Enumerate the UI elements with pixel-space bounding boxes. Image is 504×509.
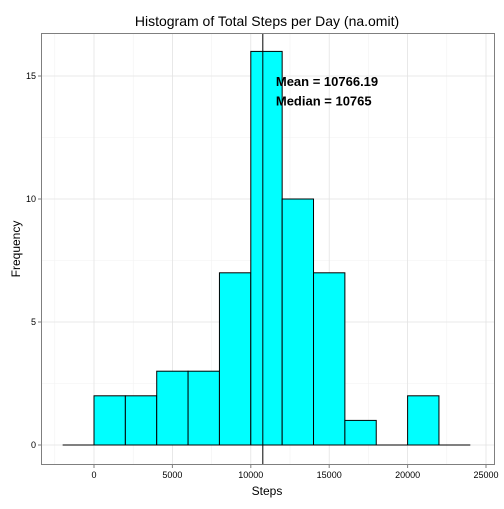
x-tick-label: 5000 [162,470,182,480]
y-tick-label: 10 [26,194,36,204]
x-axis: 0 5000 10000 15000 20000 25000 [91,464,499,480]
histogram-bar [218,272,252,446]
mean-annotation: Mean = 10766.19 [276,74,378,89]
histogram-bar [344,419,377,446]
x-tick-label: 15000 [317,470,342,480]
chart-title: Histogram of Total Steps per Day (na.omi… [135,13,399,29]
x-tick-label: 0 [91,470,96,480]
x-tick-label: 20000 [395,470,420,480]
histogram-bar [187,370,220,446]
histogram-bar [407,395,440,446]
y-tick-label: 15 [26,71,36,81]
histogram-bar [156,370,189,446]
y-tick-label: 5 [31,317,36,327]
x-tick-label: 10000 [238,470,263,480]
histogram-bar [124,395,158,446]
median-annotation: Median = 10765 [276,94,372,109]
histogram-bars [62,50,471,446]
y-tick-label: 0 [31,440,36,450]
histogram-bar [281,198,315,446]
x-tick-label: 25000 [473,470,498,480]
histogram-bar [250,50,283,446]
x-axis-label: Steps [252,484,283,498]
histogram-bar [313,272,346,446]
annotations: Mean = 10766.19 Median = 10765 [276,74,378,109]
y-axis-label: Frequency [9,221,23,278]
histogram-bar [93,395,126,446]
y-axis: 0 5 10 15 [26,71,42,450]
